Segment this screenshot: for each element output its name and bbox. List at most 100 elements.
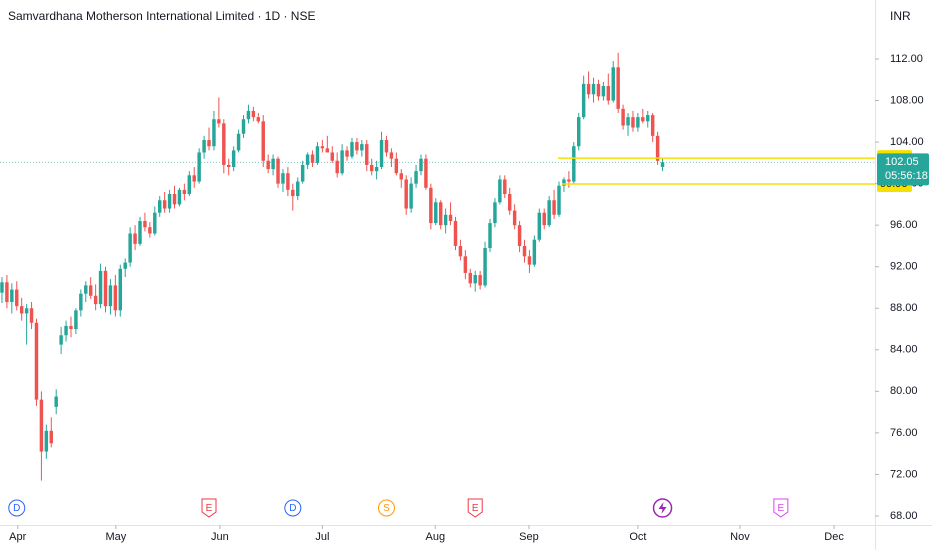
y-tick-label: 112.00: [890, 53, 923, 65]
candle-body: [567, 179, 571, 182]
candle-body: [473, 275, 477, 284]
candle-body: [394, 158, 399, 174]
candle-body: [641, 117, 645, 122]
candle-body: [552, 200, 556, 215]
candle-body: [493, 202, 497, 224]
candle-body: [335, 160, 339, 174]
candle-body: [281, 173, 285, 184]
y-tick-label: 76.00: [890, 427, 918, 439]
candle-body: [601, 85, 606, 97]
candle-body: [271, 158, 275, 170]
x-tick-label: Apr: [9, 531, 26, 543]
y-tick-label: 80.00: [890, 385, 918, 397]
event-label: D: [289, 503, 296, 514]
candle-body: [167, 194, 172, 209]
chart-title: Samvardhana Motherson International Limi…: [8, 9, 315, 23]
event-label: D: [13, 503, 20, 514]
candle-body: [655, 135, 660, 161]
candle-body: [133, 233, 137, 244]
candle-body: [305, 154, 310, 165]
candle-body: [572, 146, 576, 182]
candle-body: [596, 83, 601, 97]
candle-body: [660, 162, 665, 168]
candle-body: [118, 268, 123, 311]
candle-body: [606, 85, 611, 101]
candle-body: [182, 189, 187, 195]
candle-body: [251, 110, 256, 118]
candle-body: [340, 150, 344, 174]
event-label: E: [206, 503, 213, 514]
candle-body: [350, 142, 354, 157]
candle-body: [365, 144, 369, 165]
candle-body: [143, 221, 147, 228]
candle-body: [69, 325, 73, 330]
candle-body: [315, 146, 320, 163]
event-label: E: [778, 503, 785, 514]
x-tick-label: Nov: [730, 531, 750, 543]
candle-body: [404, 179, 408, 209]
candle-body: [616, 67, 620, 109]
candle-body: [88, 285, 93, 296]
candle-body: [483, 248, 487, 286]
candle-body: [266, 160, 270, 170]
candle-body: [527, 256, 532, 265]
candle-body: [34, 322, 39, 400]
y-tick-label: 68.00: [890, 510, 918, 522]
candle-body: [162, 200, 167, 209]
y-tick-label: 104.00: [890, 136, 924, 148]
candle-body: [197, 152, 201, 182]
candle-body: [98, 270, 103, 305]
candle-body: [345, 150, 349, 157]
event-label: E: [472, 503, 479, 514]
candle-body: [419, 158, 423, 172]
candle-body: [157, 200, 162, 213]
candle-body: [586, 83, 591, 95]
candle-body: [626, 117, 630, 126]
y-tick-label: 88.00: [890, 302, 918, 314]
candle-body: [79, 293, 83, 311]
candle-body: [320, 146, 325, 149]
candle-body: [355, 142, 359, 151]
candle-body: [512, 210, 517, 226]
x-tick-label: Jul: [315, 531, 329, 543]
candle-body: [227, 164, 231, 168]
candle-body: [414, 171, 418, 184]
x-tick-label: Jun: [211, 531, 229, 543]
candle-body: [10, 289, 14, 303]
candle-body: [562, 179, 566, 186]
candle-body: [522, 245, 527, 257]
candle-body: [468, 272, 473, 284]
event-bolt: [658, 502, 667, 514]
x-tick-label: Sep: [519, 531, 539, 543]
candle-body: [300, 164, 305, 182]
candle-body: [310, 154, 315, 163]
candle-body: [29, 308, 34, 323]
candle-body: [463, 256, 468, 273]
candle-body: [103, 270, 108, 307]
candle-body: [113, 285, 118, 311]
candle-body: [650, 115, 655, 136]
candle-body: [621, 108, 625, 126]
candle-body: [374, 167, 379, 172]
x-tick-label: May: [105, 531, 126, 543]
candle-body: [39, 399, 44, 452]
y-tick-label: 84.00: [890, 344, 918, 356]
y-tick-label: 108.00: [890, 94, 924, 106]
candle-body: [5, 282, 9, 303]
candle-body: [296, 181, 300, 197]
candle-body: [128, 233, 132, 263]
candle-body: [172, 194, 177, 205]
y-tick-label: 92.00: [890, 261, 918, 273]
candle-body: [532, 239, 537, 265]
candle-body: [547, 200, 551, 226]
candle-body: [389, 152, 394, 159]
candle-body: [64, 325, 68, 336]
candle-body: [434, 202, 438, 224]
candle-body: [49, 430, 53, 444]
candle-body: [488, 223, 492, 249]
currency: INR: [890, 9, 911, 23]
candle-body: [458, 245, 463, 257]
candle-body: [153, 212, 157, 234]
candle-body: [443, 214, 448, 226]
